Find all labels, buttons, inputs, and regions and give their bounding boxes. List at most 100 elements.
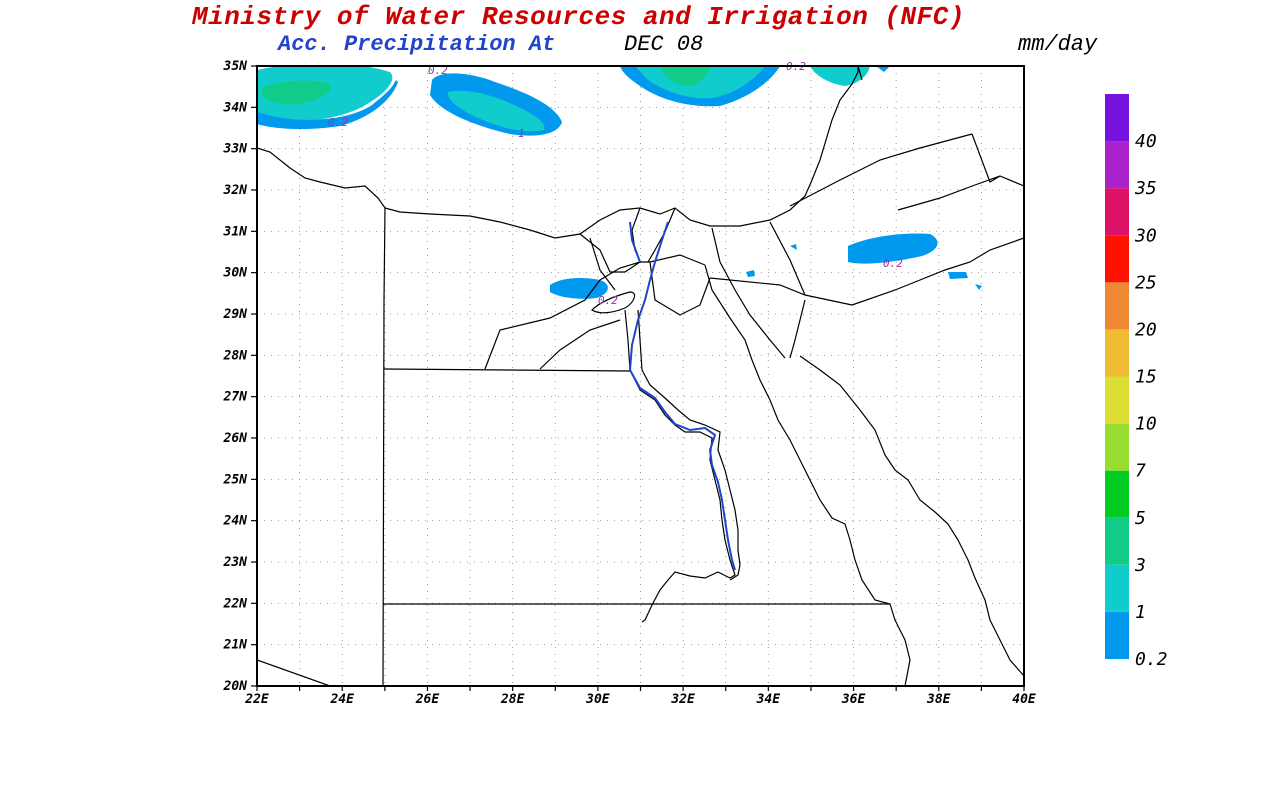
gulf-of-aqaba <box>789 299 806 359</box>
latitude-axis: 35N 34N 33N 32N 31N 30N 29N 28N 27N 26N 25N 24N 23N 2… <box>223 59 257 694</box>
lat-tick-label: 34N <box>223 100 248 115</box>
levant-coastline <box>857 66 863 81</box>
lon-tick-label: 36E <box>841 692 866 707</box>
rain-area-small-3 <box>948 272 968 279</box>
rain-area-far-northeast <box>876 66 890 72</box>
lon-tick-label: 24E <box>329 692 354 707</box>
governorate-border-delta <box>640 254 706 266</box>
egypt-libya-border <box>382 207 386 686</box>
rain-area-small-4 <box>975 284 982 290</box>
map-date: DEC 08 <box>624 32 704 57</box>
colorbar-label: 40 <box>1135 131 1157 152</box>
iraq-border <box>897 175 1024 211</box>
lat-tick-label: 21N <box>223 638 248 653</box>
nile-river <box>628 221 736 571</box>
colorbar-label: 0.2 <box>1135 649 1168 670</box>
saudi-border <box>709 277 853 306</box>
nile-river-main <box>628 261 736 571</box>
lon-tick-label: 26E <box>415 692 440 707</box>
colorbar-segment <box>1105 470 1129 518</box>
mediterranean-coastline <box>257 66 859 239</box>
rain-area-northwest-edge <box>257 80 398 130</box>
lat-tick-label: 20N <box>223 679 248 694</box>
rain-area-sinai-east <box>848 233 938 264</box>
precipitation-areas <box>257 66 982 299</box>
lat-tick-label: 27N <box>223 390 248 405</box>
governorate-border-western <box>589 237 616 291</box>
lat-tick-label: 25N <box>223 472 248 487</box>
colorbar-segment <box>1105 376 1129 424</box>
nile-delta-branch-east <box>654 221 669 263</box>
plot-frame <box>256 65 1025 687</box>
contour-labels: 0.2 0.2 1 0.2 0.2 0.2 <box>328 60 903 307</box>
sinai-border <box>769 221 806 296</box>
contour-label: 0.2 <box>883 257 903 270</box>
colorbar-segment <box>1105 611 1129 659</box>
libya-region-border <box>257 659 331 686</box>
colorbar-segment <box>1105 94 1129 142</box>
lon-tick-label: 32E <box>670 692 695 707</box>
lat-tick-label: 29N <box>223 307 248 322</box>
lat-tick-label: 23N <box>223 555 248 570</box>
colorbar-segment <box>1105 188 1129 236</box>
colorbar-segment <box>1105 282 1129 330</box>
colorbar-segment <box>1105 235 1129 283</box>
rain-area-small-1 <box>790 244 797 250</box>
governorate-border-central <box>539 319 621 370</box>
lon-tick-label: 22E <box>244 692 269 707</box>
jordan-iraq-border <box>971 133 1001 183</box>
governorate-border-fayoum <box>649 261 711 316</box>
colorbar-label: 1 <box>1135 602 1146 623</box>
map-title: Ministry of Water Resources and Irrigati… <box>192 2 965 32</box>
gulf-of-suez-west-coast <box>704 264 911 686</box>
jordan-border <box>851 237 1024 306</box>
colorbar-segment <box>1105 329 1129 377</box>
contour-label: 0.2 <box>328 116 348 129</box>
sinai-west-coast <box>711 227 786 359</box>
lat-tick-label: 35N <box>223 59 248 74</box>
lat-tick-label: 26N <box>223 431 248 446</box>
lat-tick-label: 33N <box>223 142 248 157</box>
colorbar-segment <box>1105 517 1129 565</box>
lat-tick-label: 24N <box>223 514 248 529</box>
lat-tick-label: 31N <box>223 224 248 239</box>
units-label: mm/day <box>1018 32 1098 57</box>
contour-label: 0.2 <box>598 294 618 307</box>
colorbar-label: 3 <box>1134 555 1146 576</box>
colorbar-label: 20 <box>1135 319 1157 340</box>
lat-tick-label: 22N <box>223 596 248 611</box>
map-grid <box>257 66 1024 686</box>
rain-area-small-2 <box>746 270 755 277</box>
colorbar-label: 15 <box>1135 367 1157 388</box>
colorbar-label: 10 <box>1135 414 1157 435</box>
lat-tick-label: 30N <box>223 266 248 281</box>
map-subtitle: Acc. Precipitation At <box>278 32 556 57</box>
rain-area-northwest-core <box>262 80 331 105</box>
rain-area-levant-peak <box>660 66 710 86</box>
contour-label: 1 <box>518 127 525 140</box>
lat-tick-label: 32N <box>223 183 248 198</box>
rain-area-fayoum <box>550 277 608 299</box>
syria-border <box>789 133 973 207</box>
lake-qarun <box>591 291 636 314</box>
lon-tick-label: 34E <box>756 692 781 707</box>
nile-valley-east-bank <box>637 309 741 581</box>
lon-tick-label: 38E <box>926 692 951 707</box>
lon-tick-label: 40E <box>1012 692 1036 707</box>
lon-tick-label: 30E <box>585 692 610 707</box>
nile-delta-branch-west <box>629 221 641 263</box>
red-sea-east-coast <box>799 355 1024 677</box>
lon-tick-label: 28E <box>500 692 525 707</box>
colorbar-label: 35 <box>1134 178 1157 199</box>
colorbar-label: 5 <box>1135 508 1146 529</box>
governorate-border-west <box>383 368 631 372</box>
longitude-axis: 22E 24E 26E 28E 30E 32E 34E 36E 38E 40E <box>244 686 1036 707</box>
colorbar-label: 25 <box>1135 272 1157 293</box>
colorbar-label: 7 <box>1135 461 1146 482</box>
nile-valley-west-bank <box>624 309 736 623</box>
rain-area-mediterranean-core <box>447 90 545 132</box>
nile-delta-east <box>647 207 676 263</box>
governorate-border-qattara <box>579 233 641 273</box>
